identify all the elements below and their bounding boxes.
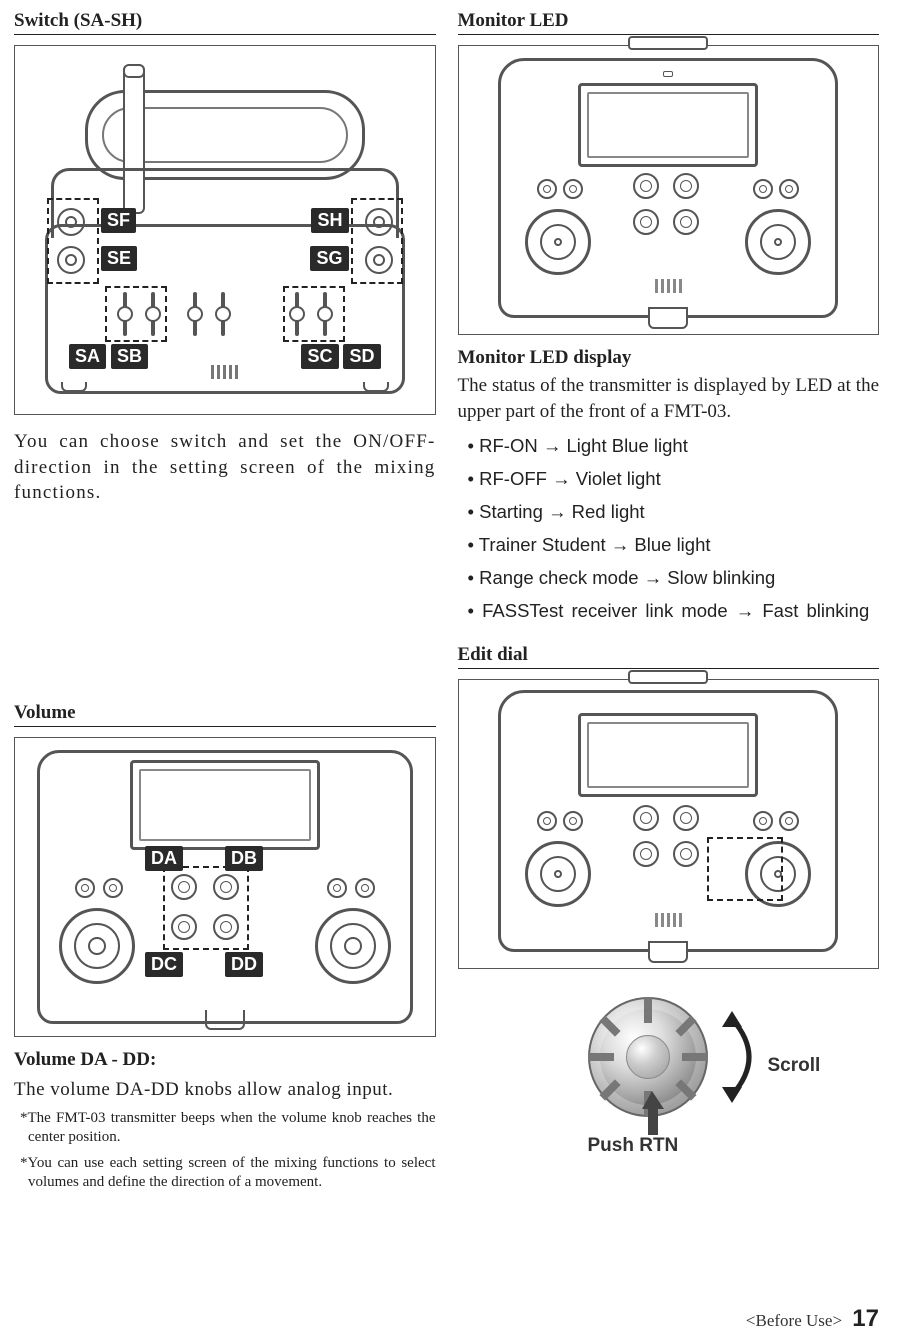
volume-caption: The volume DA-DD knobs allow analog inpu… [14,1077,436,1103]
footer-section: <Before Use> [746,1311,842,1330]
monitor-caption: The status of the transmitter is display… [458,373,880,424]
page-number: 17 [852,1305,879,1332]
screen-icon [130,760,320,850]
volume-sub-heading: Volume DA - DD: [14,1049,436,1071]
top-tab-icon [628,670,708,684]
push-label: Push RTN [588,1135,679,1157]
trim-icon [185,292,205,336]
joystick-icon [315,908,391,984]
small-button-icon [537,811,557,831]
switch-caption: You can choose switch and set the ON/OFF… [14,429,436,506]
dashed-highlight [707,837,783,901]
label-sa: SA [69,344,106,369]
small-button-icon [779,179,799,199]
foot-icon [61,382,87,392]
knob-icon [673,805,699,831]
label-db: DB [225,846,263,871]
knob-icon [633,841,659,867]
trim-icon [213,292,233,336]
small-button-icon [779,811,799,831]
neck-icon [648,307,688,329]
label-sc: SC [301,344,338,369]
volume-note-2: *You can use each setting screen of the … [14,1154,436,1193]
edit-figure [458,679,880,969]
small-button-icon [103,878,123,898]
knob-icon [673,173,699,199]
small-button-icon [753,179,773,199]
volume-note-1: *The FMT-03 transmitter beeps when the v… [14,1109,436,1148]
small-button-icon [537,179,557,199]
vent-icon [207,362,243,382]
screen-icon [578,83,758,167]
page-footer: <Before Use> 17 [746,1305,879,1333]
transmitter-front [498,690,838,952]
label-dd: DD [225,952,263,977]
label-dc: DC [145,952,183,977]
small-button-icon [753,811,773,831]
volume-heading: Volume [14,702,436,727]
edit-heading: Edit dial [458,644,880,669]
label-sf: SF [101,208,136,233]
knob-icon [633,209,659,235]
label-sh: SH [311,208,348,233]
knob-icon [673,209,699,235]
label-se: SE [101,246,137,271]
switch-figure: SF SH SE SG SA SB SC SD [14,45,436,415]
push-arrow-icon [634,1091,674,1141]
label-sg: SG [310,246,348,271]
dial-illustration: Scroll Push RTN [458,987,880,1157]
foot-icon [363,382,389,392]
dashed-highlight [283,286,345,342]
neck-icon [205,1010,245,1030]
knob-icon [633,805,659,831]
joystick-icon [745,209,811,275]
top-tab-icon [628,36,708,50]
label-sb: SB [111,344,148,369]
neck-icon [648,941,688,963]
transmitter-front [498,58,838,318]
led-item: Starting → Red light [458,500,880,525]
scroll-label: Scroll [768,1055,821,1077]
small-button-icon [75,878,95,898]
dial-center-icon [626,1035,670,1079]
monitor-heading: Monitor LED [458,10,880,35]
led-icon [663,71,673,77]
vent-icon [650,279,686,299]
label-sd: SD [343,344,380,369]
joystick-icon [59,908,135,984]
knob-icon [633,173,659,199]
led-item: Trainer Student → Blue light [458,533,880,558]
monitor-figure [458,45,880,335]
led-item: FASSTest receiver link mode → Fast blink… [458,599,880,624]
dashed-highlight [105,286,167,342]
led-list: RF-ON → Light Blue light RF-OFF → Violet… [458,434,880,624]
monitor-sub-heading: Monitor LED display [458,347,880,369]
volume-figure: DA DB DC DD [14,737,436,1037]
led-item: Range check mode → Slow blinking [458,566,880,591]
led-item: RF-ON → Light Blue light [458,434,880,459]
small-button-icon [327,878,347,898]
dashed-highlight [351,198,403,284]
small-button-icon [563,179,583,199]
small-button-icon [563,811,583,831]
vent-icon [650,913,686,933]
joystick-icon [525,209,591,275]
led-item: RF-OFF → Violet light [458,467,880,492]
knob-icon [673,841,699,867]
switch-heading: Switch (SA-SH) [14,10,436,35]
dashed-highlight [163,866,249,950]
dashed-highlight [47,198,99,284]
small-button-icon [355,878,375,898]
screen-icon [578,713,758,797]
joystick-icon [525,841,591,907]
label-da: DA [145,846,183,871]
